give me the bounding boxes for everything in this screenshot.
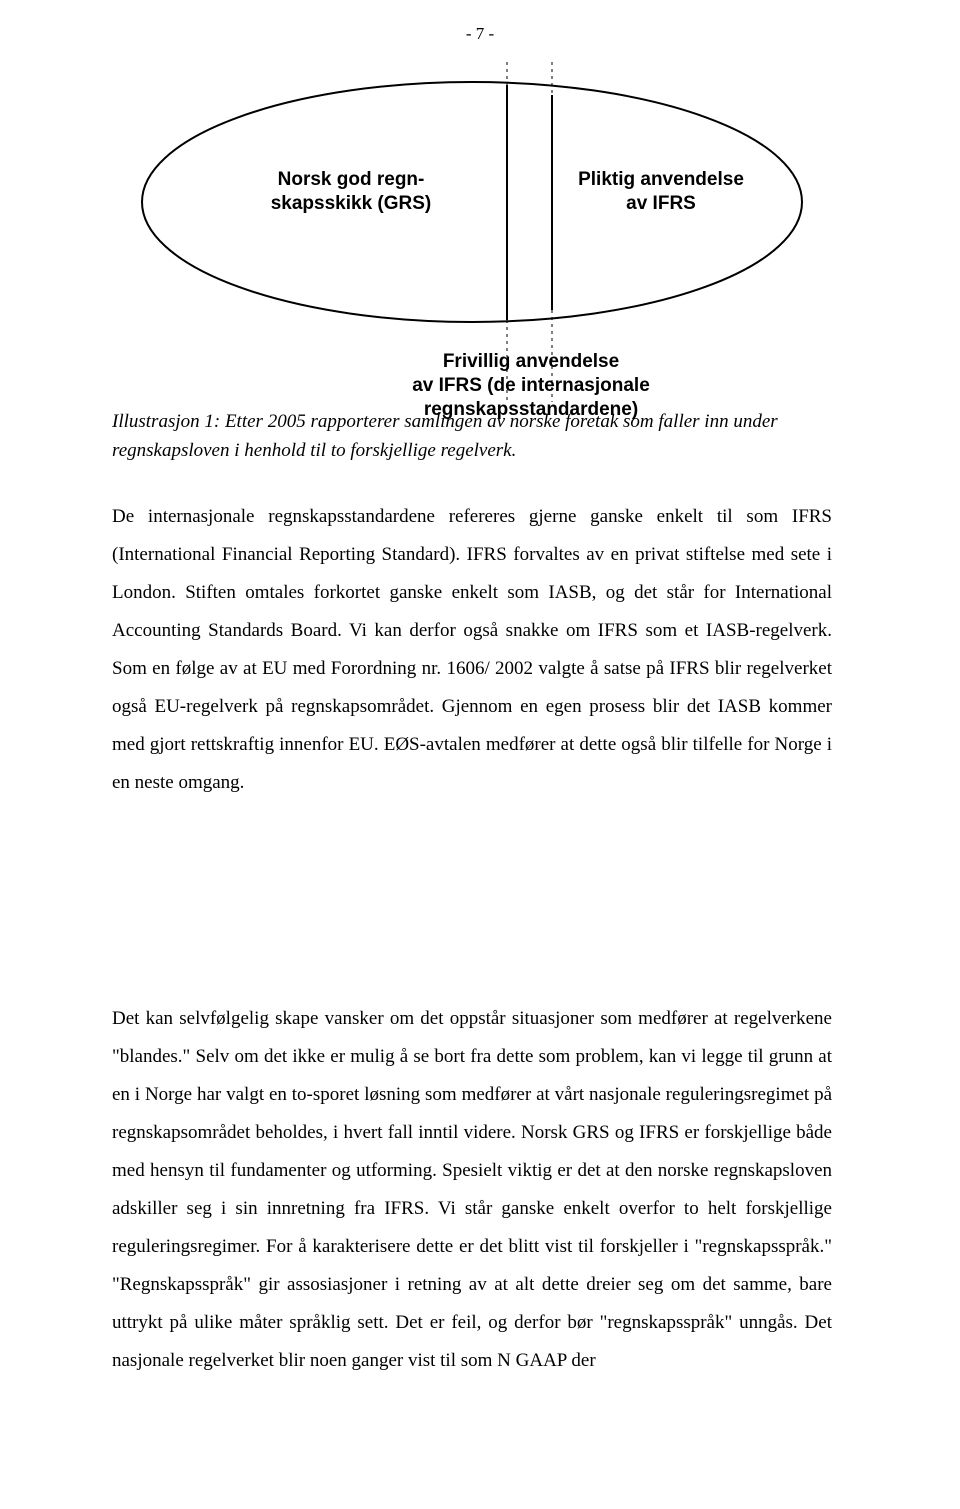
diagram-label-left: Norsk god regn- skapsskikk (GRS) [236, 168, 466, 216]
diagram-label-bottom-line2: av IFRS (de internasjonale [412, 375, 650, 396]
paragraph-1: De internasjonale regnskapsstandardene r… [112, 498, 832, 802]
diagram-label-right: Pliktig anvendelse av IFRS [556, 168, 766, 216]
figure-caption: Illustrasjon 1: Etter 2005 rapporterer s… [112, 408, 832, 465]
page-number: - 7 - [0, 24, 960, 44]
document-page: - 7 - Norsk god regn- skapsskikk (GRS) P… [0, 0, 960, 1509]
venn-diagram: Norsk god regn- skapsskikk (GRS) Pliktig… [112, 62, 832, 402]
diagram-label-left-line1: Norsk god regn- [278, 169, 425, 190]
diagram-label-left-line2: skapsskikk (GRS) [271, 193, 432, 214]
diagram-label-bottom-line1: Frivillig anvendelse [443, 351, 619, 372]
paragraph-2: Det kan selvfølgelig skape vansker om de… [112, 1000, 832, 1380]
diagram-label-right-line2: av IFRS [626, 193, 696, 214]
diagram-label-right-line1: Pliktig anvendelse [578, 169, 744, 190]
